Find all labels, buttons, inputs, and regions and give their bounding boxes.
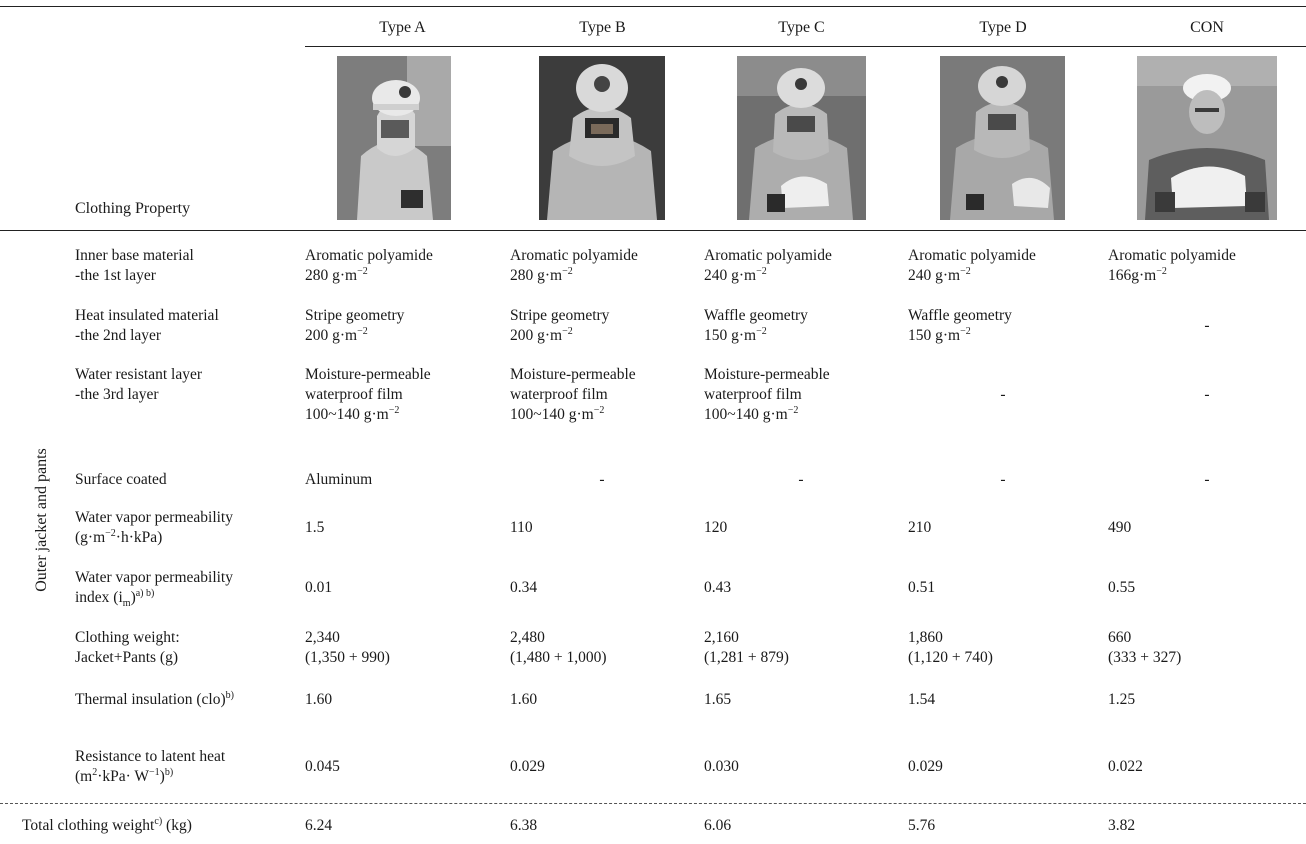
total-cell: 5.76 (908, 817, 936, 834)
column-header-type-a: Type A (379, 19, 426, 36)
table-cell: Stripe geometry 200 g·m−2 (305, 307, 405, 344)
table-cell: 0.030 (704, 758, 739, 775)
table-cell: 110 (510, 519, 533, 536)
table-cell: 1.65 (704, 691, 732, 708)
header-bottom-rule (0, 230, 1306, 231)
column-header-type-c: Type C (778, 19, 825, 36)
table-cell: Stripe geometry 200 g·m−2 (510, 307, 610, 344)
table-cell: - (599, 471, 605, 488)
table-cell: 0.34 (510, 579, 538, 596)
table-cell: 0.029 (510, 758, 545, 775)
table-cell: Waffle geometry 150 g·m−2 (704, 307, 808, 344)
row-label: Water vapor permeability (g·m−2·h·kPa) (75, 509, 233, 546)
table-cell: 2,480 (1,480 + 1,000) (510, 629, 607, 666)
row-label: Inner base material -the 1st layer (75, 247, 194, 284)
row-label: Surface coated (75, 471, 167, 488)
table-cell: 0.029 (908, 758, 943, 775)
table-cell: Aluminum (305, 471, 373, 488)
column-header-type-d: Type D (979, 19, 1027, 36)
firefighter-photo-type-a (337, 56, 451, 220)
firefighter-photo-type-d (940, 56, 1065, 220)
row-label: Heat insulated material -the 2nd layer (75, 307, 219, 344)
total-cell: 6.38 (510, 817, 538, 834)
table-cell: Aromatic polyamide 166g·m−2 (1108, 247, 1236, 284)
table-cell: - (1000, 386, 1006, 403)
table-top-rule (0, 6, 1306, 7)
table-cell: - (1204, 317, 1210, 334)
table-cell: 1.60 (305, 691, 333, 708)
row-label: Thermal insulation (clo)b) (75, 689, 234, 708)
table-cell: 0.43 (704, 579, 732, 596)
row-label: Resistance to latent heat (m2·kPa· W−1)b) (75, 748, 226, 785)
table-cell: 210 (908, 519, 932, 536)
table-cell: 0.01 (305, 579, 333, 596)
row-label: Clothing weight: Jacket+Pants (g) (75, 629, 180, 666)
table-cell: 0.022 (1108, 758, 1143, 775)
column-header-con: CON (1190, 19, 1224, 36)
table-cell: - (798, 471, 804, 488)
table-cell: 2,340 (1,350 + 990) (305, 629, 390, 666)
table-cell: 120 (704, 519, 728, 536)
table-cell: 0.045 (305, 758, 340, 775)
total-cell: 6.06 (704, 817, 732, 834)
table-cell: 1.5 (305, 519, 325, 536)
table-cell: Aromatic polyamide 240 g·m−2 (908, 247, 1036, 284)
table-cell: 660 (333 + 327) (1108, 629, 1182, 666)
table-cell: 1.54 (908, 691, 936, 708)
total-separator-rule (0, 803, 1306, 804)
table-cell: - (1000, 471, 1006, 488)
table-cell: 490 (1108, 519, 1132, 536)
table-cell: Waffle geometry 150 g·m−2 (908, 307, 1012, 344)
worker-photo-con (1137, 56, 1277, 220)
total-cell: 6.24 (305, 817, 333, 834)
table-cell: - (1204, 471, 1210, 488)
table-cell: Aromatic polyamide 280 g·m−2 (510, 247, 638, 284)
firefighter-photo-type-b (539, 56, 665, 220)
clothing-property-header: Clothing Property (75, 200, 191, 217)
table-cell: Moisture-permeable waterproof film 100~140… (510, 366, 636, 423)
table-cell: 1.25 (1108, 691, 1136, 708)
total-row-label: Total clothing weightc) (kg) (22, 815, 192, 834)
table-cell: 0.55 (1108, 579, 1136, 596)
table-cell: Moisture-permeable waterproof film 100~140… (704, 366, 830, 423)
table-cell: Moisture-permeable waterproof film 100~140… (305, 366, 431, 423)
table-cell: 2,160 (1,281 + 879) (704, 629, 789, 666)
table-cell: 1.60 (510, 691, 538, 708)
total-cell: 3.82 (1108, 817, 1136, 834)
row-label: Water vapor permeability index (im)a) b) (75, 569, 233, 610)
table-cell: - (1204, 386, 1210, 403)
row-label: Water resistant layer -the 3rd layer (75, 366, 202, 403)
table-cell: 0.51 (908, 579, 936, 596)
column-underline (305, 46, 1306, 47)
column-header-type-b: Type B (579, 19, 626, 36)
firefighter-photo-type-c (737, 56, 866, 220)
table-cell: Aromatic polyamide 280 g·m−2 (305, 247, 433, 284)
table-cell: 1,860 (1,120 + 740) (908, 629, 993, 666)
table-cell: Aromatic polyamide 240 g·m−2 (704, 247, 832, 284)
